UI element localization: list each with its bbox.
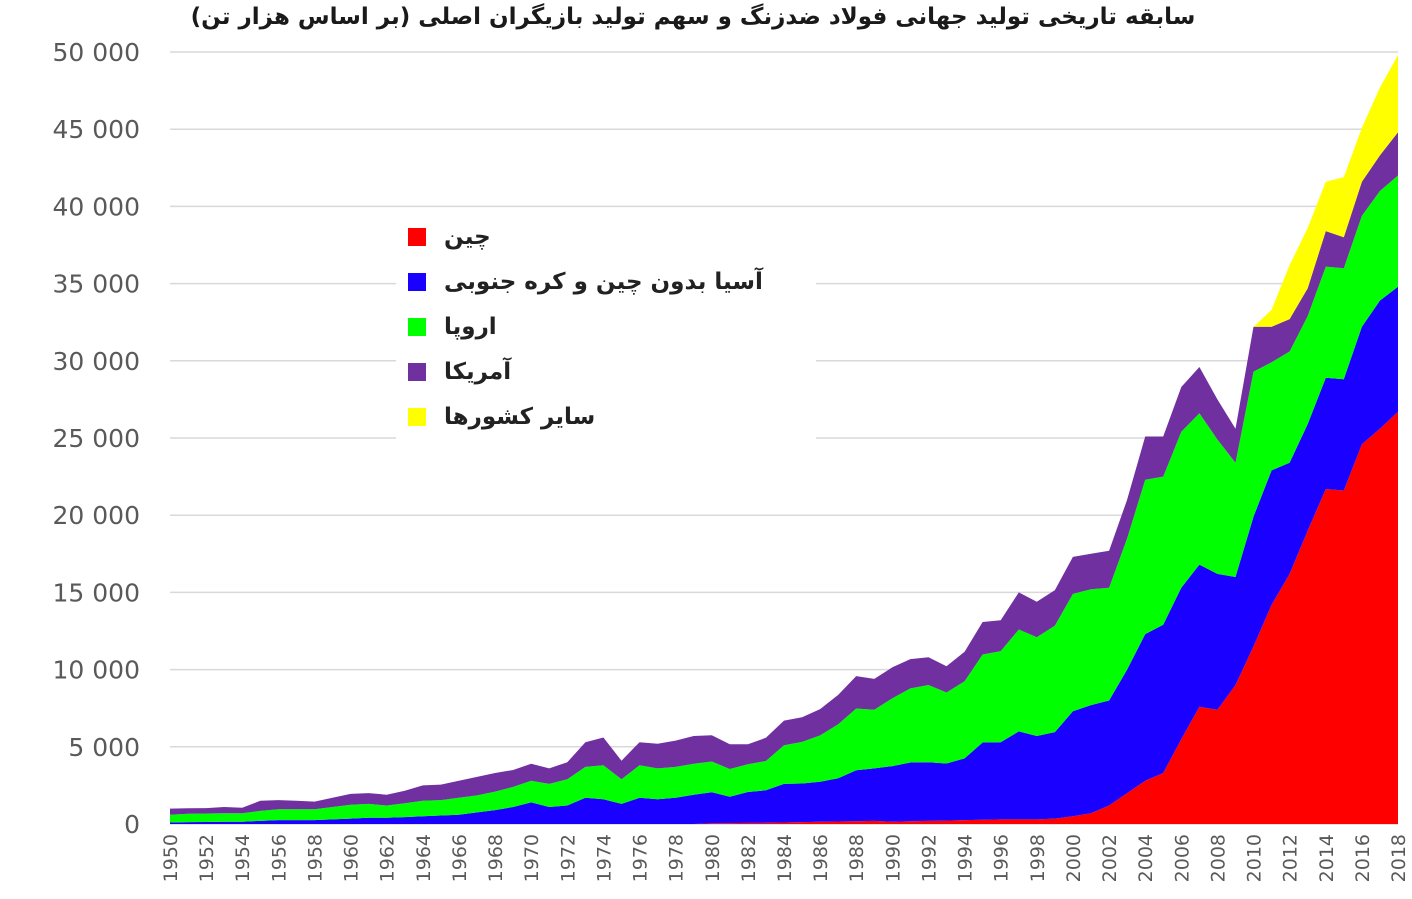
x-tick-label: 1976	[630, 834, 652, 882]
legend-item: چین	[408, 222, 491, 252]
x-tick-label: 1950	[160, 834, 182, 882]
y-tick-label: 25 000	[53, 424, 140, 453]
x-tick-label: 1972	[557, 834, 579, 882]
area-series	[170, 132, 1398, 815]
x-tick-label: 1974	[593, 834, 615, 882]
y-tick-label: 15 000	[53, 578, 140, 607]
x-tick-label: 2014	[1316, 834, 1338, 882]
y-tick-label: 0	[124, 810, 140, 839]
y-tick-label: 45 000	[53, 115, 140, 144]
x-tick-label: 1996	[991, 834, 1013, 882]
x-tick-label: 1954	[232, 834, 254, 882]
y-axis-ticks: 0 5 000 10 000 15 000 20 000 25 000 30 000 35 0…	[53, 38, 140, 839]
legend-item: اروپا	[408, 312, 497, 342]
legend-label: سایر کشورها	[444, 404, 596, 430]
x-tick-label: 1958	[304, 834, 326, 882]
legend-swatch	[408, 273, 426, 291]
x-tick-label: 1988	[846, 834, 868, 882]
x-tick-label: 1970	[521, 834, 543, 882]
x-tick-label: 2006	[1171, 834, 1193, 882]
x-tick-label: 1998	[1027, 834, 1049, 882]
legend-swatch	[408, 363, 426, 381]
chart-title: سابقه تاریخی تولید جهانی فولاد ضدزنگ و س…	[190, 4, 1196, 30]
legend-swatch	[408, 318, 426, 336]
x-tick-label: 1990	[882, 834, 904, 882]
x-tick-label: 1980	[702, 834, 724, 882]
x-axis-ticks: 1950 1952 1954 1956 1958 1960 1962 1964 1966 1968…	[160, 834, 1410, 882]
legend-item: آمریکا	[408, 357, 511, 387]
y-tick-label: 20 000	[53, 501, 140, 530]
legend-label: آسیا بدون چین و کره جنوبی	[444, 269, 763, 295]
x-tick-label: 1962	[377, 834, 399, 882]
x-tick-label: 1992	[918, 834, 940, 882]
x-tick-label: 1956	[268, 834, 290, 882]
legend-label: چین	[444, 224, 491, 250]
y-tick-label: 35 000	[53, 270, 140, 299]
x-tick-label: 1994	[955, 834, 977, 882]
x-tick-label: 1978	[666, 834, 688, 882]
x-tick-label: 2012	[1280, 834, 1302, 882]
x-tick-label: 1960	[341, 834, 363, 882]
x-tick-label: 2016	[1352, 834, 1374, 882]
y-tick-label: 30 000	[53, 347, 140, 376]
x-tick-label: 2018	[1388, 834, 1410, 882]
x-tick-label: 2004	[1135, 834, 1157, 882]
y-tick-label: 5 000	[68, 733, 140, 762]
series-areas	[170, 55, 1398, 824]
legend: چین آسیا بدون چین و کره جنوبی اروپا آمریکا س…	[396, 212, 816, 440]
area-series	[170, 175, 1398, 823]
legend-swatch	[408, 408, 426, 426]
x-tick-label: 2010	[1244, 834, 1266, 882]
legend-label: آمریکا	[444, 359, 512, 385]
y-tick-label: 10 000	[53, 656, 140, 685]
legend-item: آسیا بدون چین و کره جنوبی	[408, 267, 763, 297]
x-tick-label: 2002	[1099, 834, 1121, 882]
legend-item: سایر کشورها	[408, 402, 595, 432]
y-tick-label: 40 000	[53, 192, 140, 221]
x-tick-label: 1984	[774, 834, 796, 882]
x-tick-label: 1964	[413, 834, 435, 882]
x-tick-label: 1966	[449, 834, 471, 882]
legend-swatch	[408, 228, 426, 246]
x-tick-label: 2008	[1207, 834, 1229, 882]
x-tick-label: 1952	[196, 834, 218, 882]
x-tick-label: 1982	[738, 834, 760, 882]
area-series	[170, 411, 1398, 824]
x-tick-label: 2000	[1063, 834, 1085, 882]
x-tick-label: 1968	[485, 834, 507, 882]
legend-label: اروپا	[444, 314, 497, 340]
y-tick-label: 50 000	[53, 38, 140, 67]
x-tick-label: 1986	[810, 834, 832, 882]
